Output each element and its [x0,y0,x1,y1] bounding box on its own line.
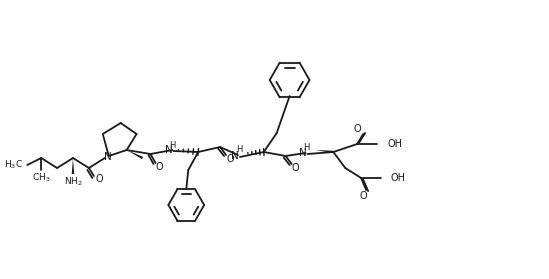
Text: OH: OH [391,173,406,183]
Text: H: H [304,143,310,153]
Text: H: H [169,141,176,150]
Polygon shape [316,150,333,153]
Text: N: N [299,148,306,158]
Text: N: N [165,145,172,155]
Text: O: O [360,191,367,201]
Text: N: N [231,151,239,161]
Text: O: O [95,174,103,184]
Text: O: O [155,162,163,172]
Polygon shape [72,158,74,174]
Polygon shape [127,150,143,159]
Text: O: O [226,154,234,164]
Text: OH: OH [387,139,402,149]
Text: O: O [354,124,361,134]
Text: NH$_2$: NH$_2$ [64,176,82,188]
Text: O: O [292,163,299,173]
Text: N: N [104,152,111,162]
Text: H$_3$C: H$_3$C [4,159,23,171]
Text: CH$_3$: CH$_3$ [32,172,51,184]
Text: H: H [236,146,242,155]
